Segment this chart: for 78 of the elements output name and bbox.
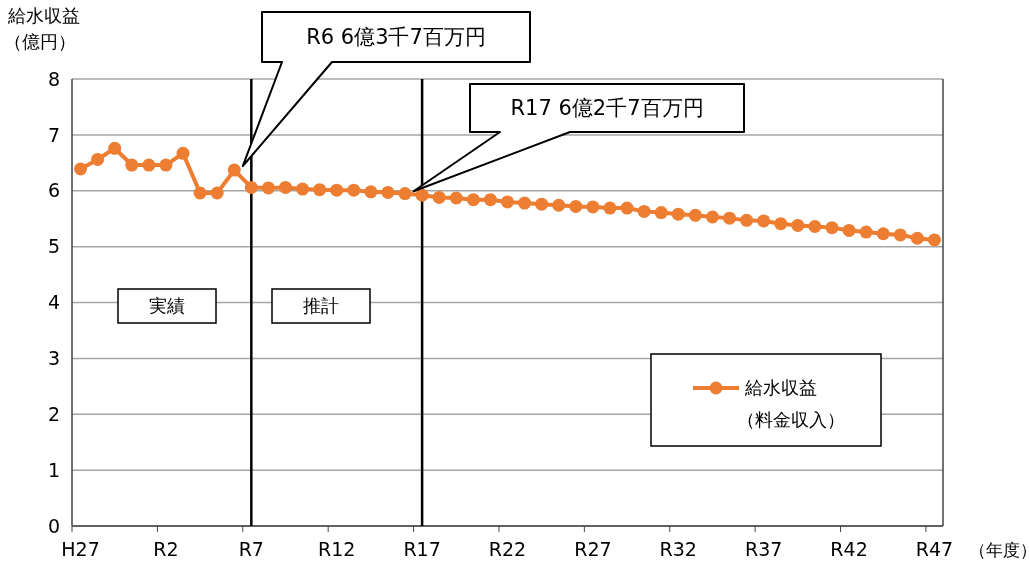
point: [637, 204, 651, 218]
legend-label: 給水収益（料金収入）: [737, 377, 845, 431]
y-tick-label: 4: [47, 291, 60, 314]
point: [671, 207, 685, 221]
point: [159, 158, 173, 172]
text: R6 6億3千7百万円: [306, 25, 486, 50]
point: [842, 223, 856, 237]
point: [330, 183, 344, 197]
annotation: 実績: [149, 295, 185, 317]
point: [466, 193, 480, 207]
point: [535, 197, 549, 211]
x-tick-label: R37: [744, 538, 783, 560]
point: [449, 191, 463, 205]
point: [586, 200, 600, 214]
y-tick-label: 5: [47, 235, 60, 258]
y-tick-label: 0: [47, 514, 60, 537]
point: [552, 198, 566, 212]
point: [381, 185, 395, 199]
y-tick-label: 1: [47, 458, 60, 481]
point: [296, 182, 310, 196]
y-tick-label: 8: [47, 67, 60, 90]
point: [415, 188, 429, 202]
point: [705, 210, 719, 224]
point: [125, 158, 139, 172]
point: [432, 190, 446, 204]
point: [740, 213, 754, 227]
point: [876, 227, 890, 241]
point: [91, 152, 105, 166]
point: [859, 225, 873, 239]
point: [927, 233, 941, 247]
point: [603, 201, 617, 215]
point: [261, 181, 275, 195]
x-tick-label: H27: [61, 538, 100, 560]
y-tick-label: 7: [47, 123, 60, 146]
x-tick-label: R2: [153, 538, 179, 560]
point: [210, 186, 224, 200]
point: [518, 196, 532, 210]
point: [244, 180, 258, 194]
point: [501, 195, 514, 209]
point: [193, 186, 207, 200]
point: [791, 218, 805, 232]
x-tick-label: R22: [488, 538, 527, 560]
point: [74, 162, 88, 176]
x-axis-title: （年度）: [969, 540, 1029, 560]
x-tick-label: R27: [574, 538, 612, 560]
point: [774, 217, 788, 231]
point: [227, 163, 241, 177]
point: [278, 180, 292, 194]
point: [398, 187, 412, 201]
annotation: R17 6億2千7百万円: [510, 96, 704, 121]
x-tick-label: R7: [238, 538, 264, 560]
point: [347, 183, 361, 197]
y-tick-label: 2: [47, 402, 60, 425]
point: [142, 158, 156, 172]
point: [825, 221, 839, 235]
y-tick-label: 6: [47, 179, 60, 202]
point: [654, 206, 668, 220]
x-tick-label: R42: [830, 538, 868, 560]
point: [910, 231, 924, 245]
x-tick-label: R32: [659, 538, 697, 560]
point: [808, 220, 822, 234]
point: [620, 201, 634, 215]
point: [364, 185, 378, 199]
y-tick-label: 3: [47, 347, 60, 370]
point: [757, 214, 771, 228]
point: [483, 193, 497, 207]
x-tick-label: R12: [318, 538, 356, 560]
point: [893, 228, 907, 242]
x-tick-label: R47: [915, 538, 954, 560]
annotation: 推計: [303, 295, 339, 317]
point: [108, 141, 122, 155]
point: [569, 199, 583, 213]
point: [313, 183, 327, 197]
point: [176, 146, 190, 160]
y-axis-title: 給水収益（億円）: [4, 5, 80, 52]
point: [688, 208, 702, 222]
point: [723, 211, 737, 225]
x-tick-label: R17: [403, 538, 441, 560]
